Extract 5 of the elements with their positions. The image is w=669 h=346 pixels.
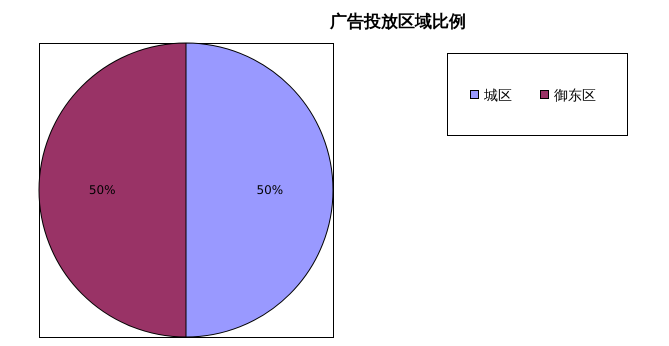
- chart-title: 广告投放区域比例: [329, 12, 466, 32]
- data-label: 50%: [88, 183, 116, 197]
- data-label: 50%: [256, 183, 284, 197]
- legend-label: 御东区: [554, 88, 596, 104]
- legend-label: 城区: [483, 88, 512, 104]
